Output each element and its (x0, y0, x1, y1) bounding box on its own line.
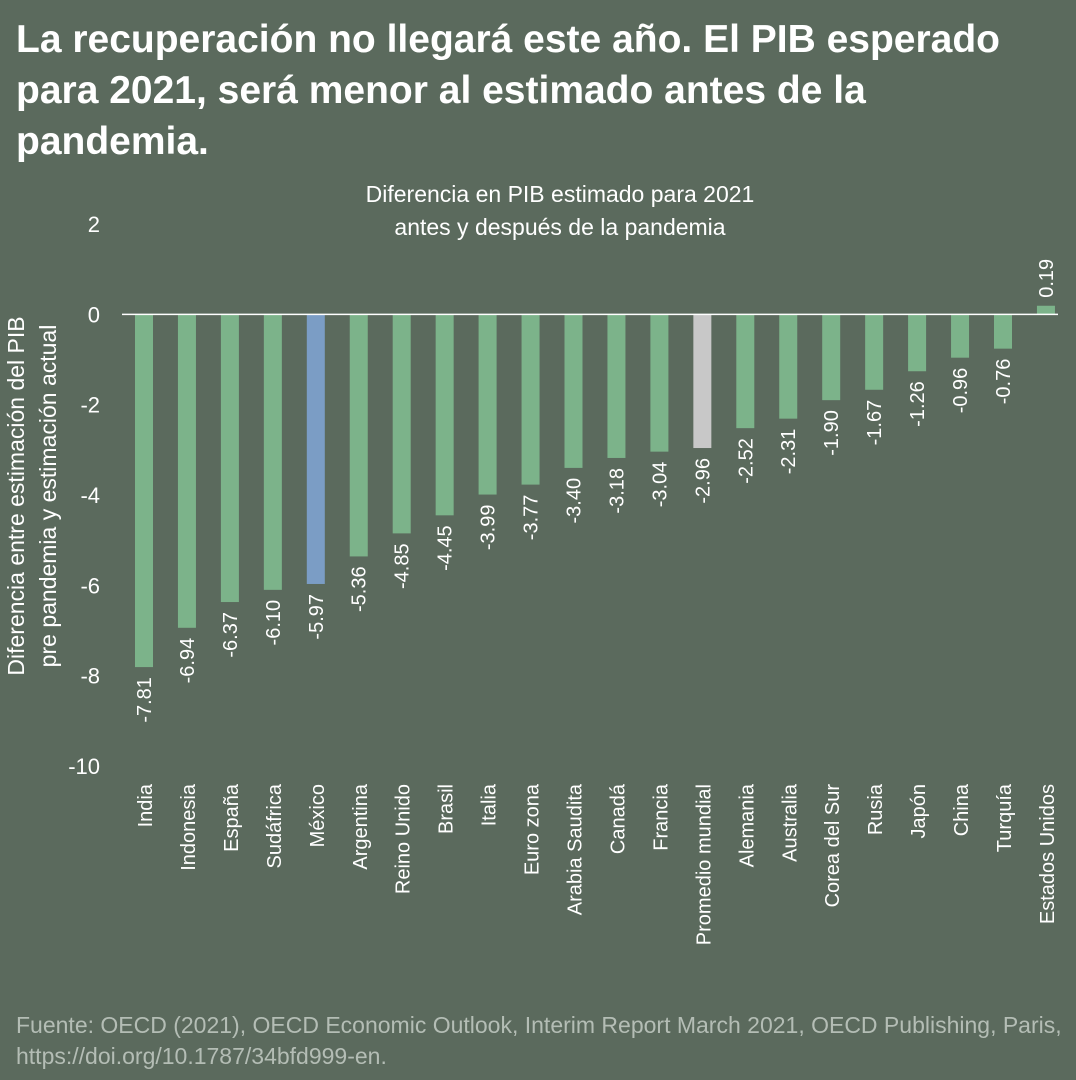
chart-title: Diferencia en PIB estimado para 2021 ante… (366, 181, 755, 240)
bar-reino-unido (392, 314, 411, 534)
data-label: -5.97 (306, 594, 328, 640)
category-label: Italia (479, 783, 501, 826)
y-tick-label: 2 (88, 212, 100, 237)
bar-euro-zona (521, 314, 540, 485)
category-label: Rusia (865, 783, 887, 835)
y-tick-label: -8 (80, 664, 100, 689)
category-label: España (221, 783, 243, 852)
data-label: -5.36 (349, 566, 371, 612)
y-axis-ticks: 2 0 -2 -4 -6 -8 -10 (68, 212, 100, 779)
y-axis-label-line: pre pandemia y estimación actual (35, 325, 61, 668)
x-axis-categories: India Indonesia España Sudáfrica México Argen… (135, 783, 1059, 945)
data-label: -2.52 (735, 438, 757, 484)
category-label: Estados Unidos (1037, 784, 1059, 924)
data-label: -6.94 (177, 638, 199, 684)
bar-china (951, 314, 970, 358)
category-label: Sudáfrica (264, 783, 286, 868)
data-label: -1.26 (907, 381, 929, 427)
bar-arabia-saudita (564, 314, 583, 468)
category-label: India (135, 783, 157, 827)
bar-india (135, 314, 153, 668)
category-label: Indonesia (178, 783, 200, 871)
source-note: Fuente: OECD (2021), OECD Economic Outlo… (16, 1012, 1062, 1069)
bar-italia (478, 314, 497, 495)
category-label: Corea del Sur (822, 784, 844, 908)
data-labels: -7.81 -6.94 -6.37 -6.10 -5.97 -5.36 -4.85 -4.45… (134, 259, 1058, 723)
headline: La recuperación no llegará este año. El … (16, 18, 1001, 163)
y-tick-label: -4 (80, 483, 100, 508)
bar-japón (908, 314, 927, 372)
bar-francia (650, 314, 669, 452)
category-label: Australia (779, 783, 801, 862)
bar-españa (220, 314, 239, 603)
y-axis-label-line: Diferencia entre estimación del PIB (3, 316, 29, 675)
y-tick-label: -6 (80, 573, 100, 598)
bar-rusia (865, 314, 884, 390)
chart-title-line: Diferencia en PIB estimado para 2021 (366, 181, 755, 207)
data-label: -6.37 (220, 612, 242, 658)
data-label: -0.76 (993, 359, 1015, 405)
y-tick-label: 0 (88, 302, 100, 327)
chart-title-line: antes y después de la pandemia (394, 214, 725, 240)
data-label: -7.81 (134, 677, 156, 723)
bar-promedio-mundial (693, 314, 712, 449)
data-label: -3.04 (649, 462, 671, 508)
category-label: Japón (908, 784, 930, 839)
category-label: Arabia Saudita (565, 783, 587, 915)
bar-indonesia (177, 314, 196, 628)
data-label: -3.18 (606, 468, 628, 514)
y-axis-label: Diferencia entre estimación del PIB pre p… (3, 316, 61, 675)
bar-estados-unidos (1036, 305, 1055, 315)
category-label: Promedio mundial (693, 784, 715, 945)
bar-turquía (994, 314, 1012, 349)
y-tick-label: -10 (68, 754, 100, 779)
data-label: -4.45 (435, 525, 457, 571)
bar-méxico (306, 314, 325, 584)
bar-brasil (435, 314, 454, 516)
data-label: -1.90 (821, 410, 843, 456)
bar-alemania (736, 314, 755, 429)
data-label: -3.40 (564, 478, 586, 524)
category-label: Turquía (994, 783, 1016, 852)
category-label: Alemania (736, 783, 758, 867)
bar-australia (779, 314, 798, 419)
data-label: -3.99 (478, 505, 500, 551)
category-label: Argentina (350, 783, 372, 869)
data-label: -2.96 (692, 458, 714, 504)
category-label: Francia (650, 783, 672, 851)
category-label: México (307, 784, 329, 847)
data-label: -4.85 (392, 543, 414, 589)
data-label: -0.96 (950, 368, 972, 414)
bar-argentina (349, 314, 368, 557)
category-label: Canadá (607, 783, 629, 854)
data-label: 0.19 (1036, 259, 1058, 298)
bar-sudáfrica (263, 314, 282, 590)
category-label: Euro zona (522, 783, 544, 875)
category-label: Brasil (436, 784, 458, 834)
category-label: Reino Unido (393, 784, 415, 894)
bars (135, 305, 1055, 668)
data-label: -6.10 (263, 600, 285, 646)
data-label: -2.31 (778, 429, 800, 475)
bar-chart: Diferencia en PIB estimado para 2021 ante… (3, 181, 1059, 945)
y-tick-label: -2 (80, 393, 100, 418)
data-label: -1.67 (864, 400, 886, 446)
category-label: China (951, 783, 973, 836)
bar-corea-del-sur (822, 314, 841, 401)
bar-canadá (607, 314, 626, 458)
data-label: -3.77 (521, 495, 543, 541)
